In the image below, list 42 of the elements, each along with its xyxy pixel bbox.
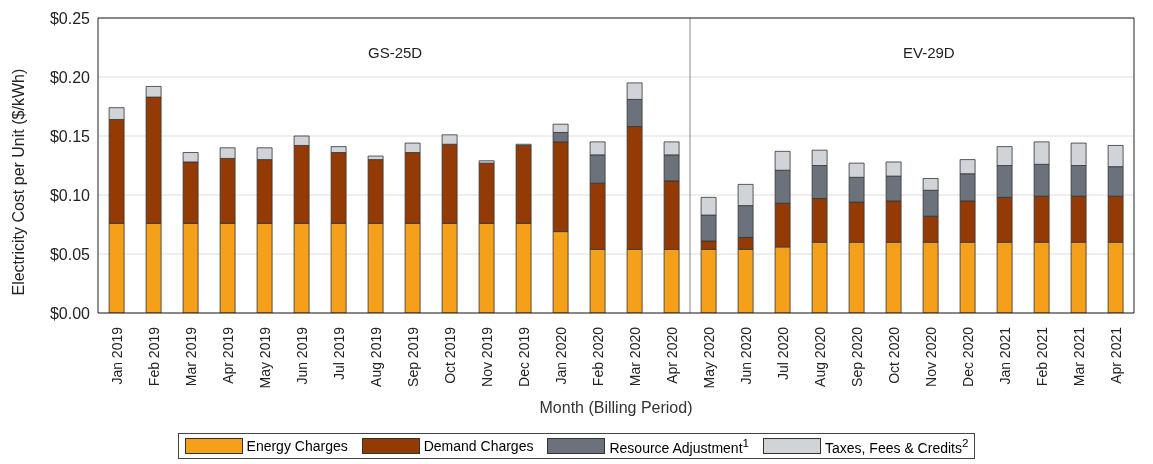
x-tick-label: Mar 2019 (182, 326, 199, 387)
x-tick-label: Jun 2019 (293, 326, 310, 385)
y-tick-label: $0.05 (49, 245, 91, 263)
y-tick-label: $0.25 (49, 9, 91, 27)
x-tick-label: Apr 2019 (219, 326, 236, 384)
y-tick-label: $0.10 (49, 186, 91, 204)
y-tick-label: $0.15 (49, 127, 91, 145)
x-tick-label: Feb 2019 (145, 326, 162, 387)
legend-label: Energy Charges (246, 437, 348, 454)
x-tick-label: Apr 2021 (1107, 326, 1124, 384)
x-tick-label: May 2019 (256, 326, 273, 389)
x-tick-label: May 2020 (700, 326, 717, 389)
x-tick-label: Nov 2020 (922, 326, 939, 387)
x-tick-label: Sep 2020 (848, 326, 865, 387)
x-tick-label: Jul 2019 (330, 326, 347, 380)
x-tick-label: Feb 2021 (1033, 326, 1050, 387)
x-tick-label: Aug 2020 (811, 326, 828, 387)
x-tick-label: Feb 2020 (589, 326, 606, 387)
y-tick-label: $0.00 (49, 304, 91, 322)
x-tick-label: Oct 2020 (885, 326, 902, 384)
legend-label: Resource Adjustment$^{1}$ (609, 436, 750, 456)
x-tick-label: Dec 2020 (959, 326, 976, 387)
x-tick-label: Jun 2020 (737, 326, 754, 385)
x-tick-label: Jan 2019 (108, 326, 125, 385)
x-tick-label: Jan 2020 (552, 326, 569, 385)
y-tick-label: $0.20 (49, 68, 91, 86)
legend-label: Taxes, Fees & Credits$^{2}$ (825, 436, 969, 456)
annotation: EV-29D (903, 44, 955, 61)
y-axis-title: Electricity Cost per Unit ($/kWh) (9, 68, 27, 296)
x-tick-label: Nov 2019 (478, 326, 495, 387)
x-axis-title: Month (Billing Period) (539, 399, 693, 416)
annotation: GS-25D (368, 44, 423, 61)
x-tick-label: Mar 2021 (1070, 326, 1087, 387)
x-tick-label: Oct 2019 (441, 326, 458, 384)
x-tick-label: Mar 2020 (626, 326, 643, 387)
legend-label: Demand Charges (423, 437, 534, 454)
x-tick-label: Sep 2019 (404, 326, 421, 387)
x-tick-label: Aug 2019 (367, 326, 384, 387)
x-tick-label: Jan 2021 (996, 326, 1013, 385)
x-tick-label: Apr 2020 (663, 326, 680, 384)
x-tick-label: Dec 2019 (515, 326, 532, 387)
x-tick-label: Jul 2020 (774, 326, 791, 380)
